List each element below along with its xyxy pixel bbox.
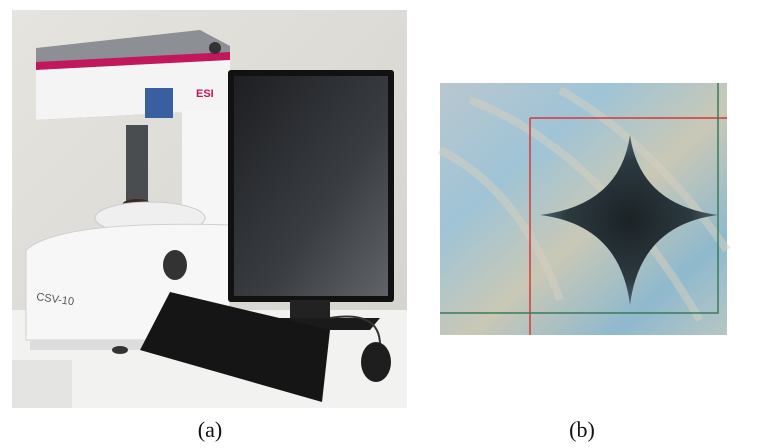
brand-label: ESI [196,88,214,100]
page: ESI CSV-10 (a) (b) (() => { const data =… [0,0,757,448]
caption-a: (a) [198,417,222,442]
caption-b: (b) [569,417,595,442]
photo-a: ESI CSV-10 [12,10,407,408]
photo-b [440,83,727,335]
figure: ESI CSV-10 (a) (b) [0,0,757,448]
